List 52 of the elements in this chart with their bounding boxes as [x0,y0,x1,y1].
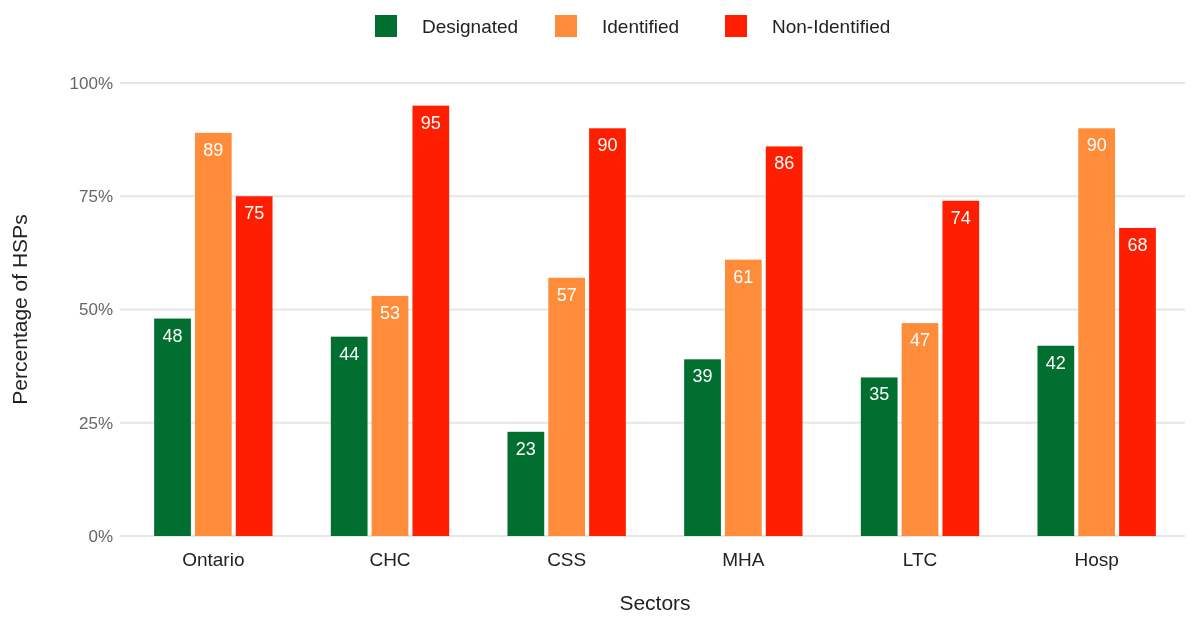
x-tick-label: Ontario [182,549,245,570]
bar [548,277,586,536]
data-label: 39 [692,366,713,387]
bar [412,105,450,536]
x-tick-label: CHC [369,549,411,570]
data-label: 95 [420,112,441,133]
data-label: 61 [733,266,754,287]
bar [1119,227,1156,536]
y-tick-label: 25% [78,413,113,433]
bar [684,359,721,536]
x-tick-label: CSS [547,549,587,570]
data-label: 86 [774,153,795,174]
x-axis-title: Sectors [619,591,691,614]
data-label: 53 [379,302,401,323]
bar [154,318,191,536]
bar [901,323,939,536]
y-axis-title: Percentage of HSPs [8,214,31,405]
x-tick-label: Hosp [1074,549,1119,570]
data-label: 90 [597,135,618,156]
data-label: 48 [162,325,183,346]
data-label: 23 [515,438,536,459]
data-label: 35 [869,384,890,405]
bar [765,146,803,536]
data-label: 57 [556,284,577,305]
bar [1078,128,1116,536]
bar [942,200,980,536]
legend-label: Identified [602,15,680,37]
bar [194,132,232,536]
data-label: 44 [339,343,360,364]
bar [235,196,273,536]
data-label: 68 [1127,234,1148,255]
bar [330,336,368,536]
y-tick-label: 50% [78,300,113,320]
bar [371,295,409,536]
data-label: 90 [1086,135,1107,156]
data-label: 42 [1045,352,1066,373]
x-tick-label: LTC [902,549,938,570]
y-tick-label: 100% [69,73,113,93]
x-tick-label: MHA [722,549,765,570]
bar [724,259,762,536]
data-label: 47 [909,330,931,351]
bar [589,128,626,536]
bar [1037,345,1075,536]
bar [860,377,898,536]
legend-label: Non-Identified [772,15,891,37]
y-tick-label: 0% [88,526,113,546]
legend-label: Designated [422,15,519,37]
y-tick-label: 75% [78,187,113,207]
data-label: 74 [950,207,971,228]
data-label: 89 [203,139,224,160]
bar [507,431,545,536]
data-label: 75 [244,203,265,224]
